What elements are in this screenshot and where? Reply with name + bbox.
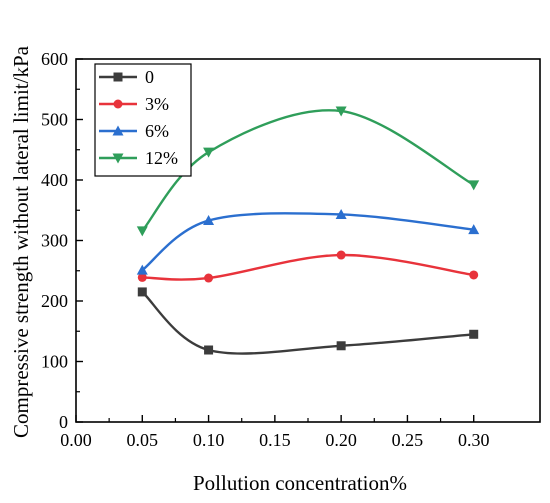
series-1 (137, 250, 479, 283)
x-tick-label: 0.30 (458, 430, 490, 450)
series-line (142, 253, 474, 281)
data-point (468, 224, 480, 235)
data-point (335, 208, 347, 219)
data-point (204, 345, 214, 355)
series-layer (136, 106, 480, 355)
legend-item: 6% (99, 121, 169, 141)
y-tick-label: 300 (41, 231, 68, 251)
axes-layer: 0.00 0.05 0.10 0.15 0.20 0.25 0.30 0 100 200 300 40… (41, 49, 489, 450)
x-tick-label: 0.15 (259, 430, 291, 450)
y-axis-title: Compressive strength without lateral lim… (9, 45, 33, 438)
x-tick-label: 0.00 (60, 430, 92, 450)
x-tick-label: 0.25 (392, 430, 424, 450)
series-0 (137, 287, 479, 355)
data-point (336, 250, 346, 260)
legend-label: 0 (145, 67, 154, 87)
x-tick-label: 0.10 (193, 430, 225, 450)
series-3 (136, 106, 480, 237)
legend-label: 12% (145, 148, 178, 168)
series-line (141, 109, 475, 232)
data-point (203, 147, 215, 158)
series-line (141, 291, 474, 355)
legend-marker (112, 125, 124, 136)
legend-item: 0 (99, 67, 154, 87)
legend-label: 3% (145, 94, 169, 114)
series-2 (136, 208, 480, 275)
series-line (141, 212, 474, 272)
y-tick-label: 600 (41, 49, 68, 69)
data-point (468, 180, 480, 191)
legend-item: 12% (99, 148, 178, 168)
data-point (204, 273, 214, 283)
x-axis-title: Pollution concentration% (193, 471, 407, 495)
data-point (469, 329, 479, 339)
data-point (136, 226, 148, 237)
data-point (469, 270, 479, 280)
x-tick-label: 0.20 (325, 430, 357, 450)
y-tick-label: 100 (41, 352, 68, 372)
legend-marker (113, 72, 123, 82)
y-tick-label: 500 (41, 110, 68, 130)
data-point (137, 287, 147, 297)
data-point (335, 106, 347, 117)
y-tick-label: 200 (41, 291, 68, 311)
y-tick-label: 0 (59, 412, 68, 432)
legend-item: 3% (99, 94, 169, 114)
legend-label: 6% (145, 121, 169, 141)
data-point (203, 215, 215, 226)
legend-marker (112, 153, 124, 164)
legend: 0 3% 6% 12% (94, 63, 192, 177)
x-tick-label: 0.05 (127, 430, 159, 450)
data-point (136, 264, 148, 275)
legend-marker (113, 99, 123, 109)
data-point (336, 341, 346, 351)
y-tick-label: 400 (41, 170, 68, 190)
data-point (137, 272, 147, 282)
